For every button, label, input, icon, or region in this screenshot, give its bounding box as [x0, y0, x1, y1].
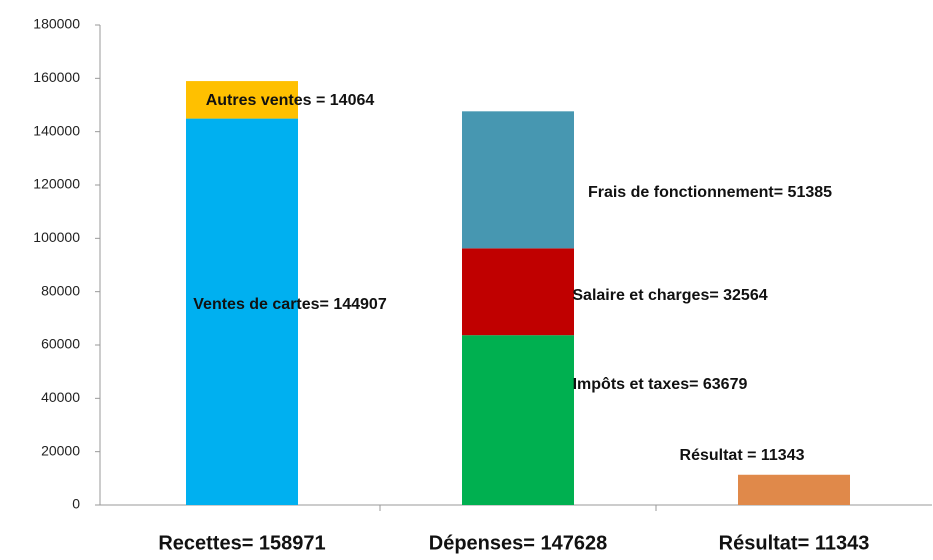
bar-segment	[186, 118, 298, 506]
x-tick-label: Recettes= 158971	[158, 532, 325, 554]
bar-segment	[462, 335, 574, 505]
bar-segment	[186, 81, 298, 119]
y-tick-label: 180000	[33, 16, 80, 32]
y-tick-label: 60000	[41, 336, 80, 352]
data-label: Résultat = 11343	[680, 447, 805, 464]
data-label: Frais de fonctionnement= 51385	[588, 184, 832, 201]
y-tick-label: 100000	[33, 229, 80, 245]
bar-segment	[738, 474, 850, 505]
data-label: Ventes de cartes= 144907	[193, 296, 387, 313]
data-label: Impôts et taxes= 63679	[573, 376, 748, 393]
y-tick-label: 80000	[41, 282, 80, 298]
y-tick-label: 160000	[33, 69, 80, 85]
y-tick-label: 120000	[33, 176, 80, 192]
y-tick-label: 20000	[41, 442, 80, 458]
y-tick-label: 0	[72, 496, 80, 512]
x-tick-label: Dépenses= 147628	[429, 532, 607, 554]
x-tick-label: Résultat= 11343	[719, 532, 870, 554]
y-tick-label: 140000	[33, 122, 80, 138]
y-tick-label: 40000	[41, 389, 80, 405]
data-label: Autres ventes = 14064	[206, 92, 375, 109]
bar-segment	[462, 248, 574, 336]
data-label: Salaire et charges= 32564	[572, 287, 767, 304]
bar-segment	[462, 111, 574, 249]
